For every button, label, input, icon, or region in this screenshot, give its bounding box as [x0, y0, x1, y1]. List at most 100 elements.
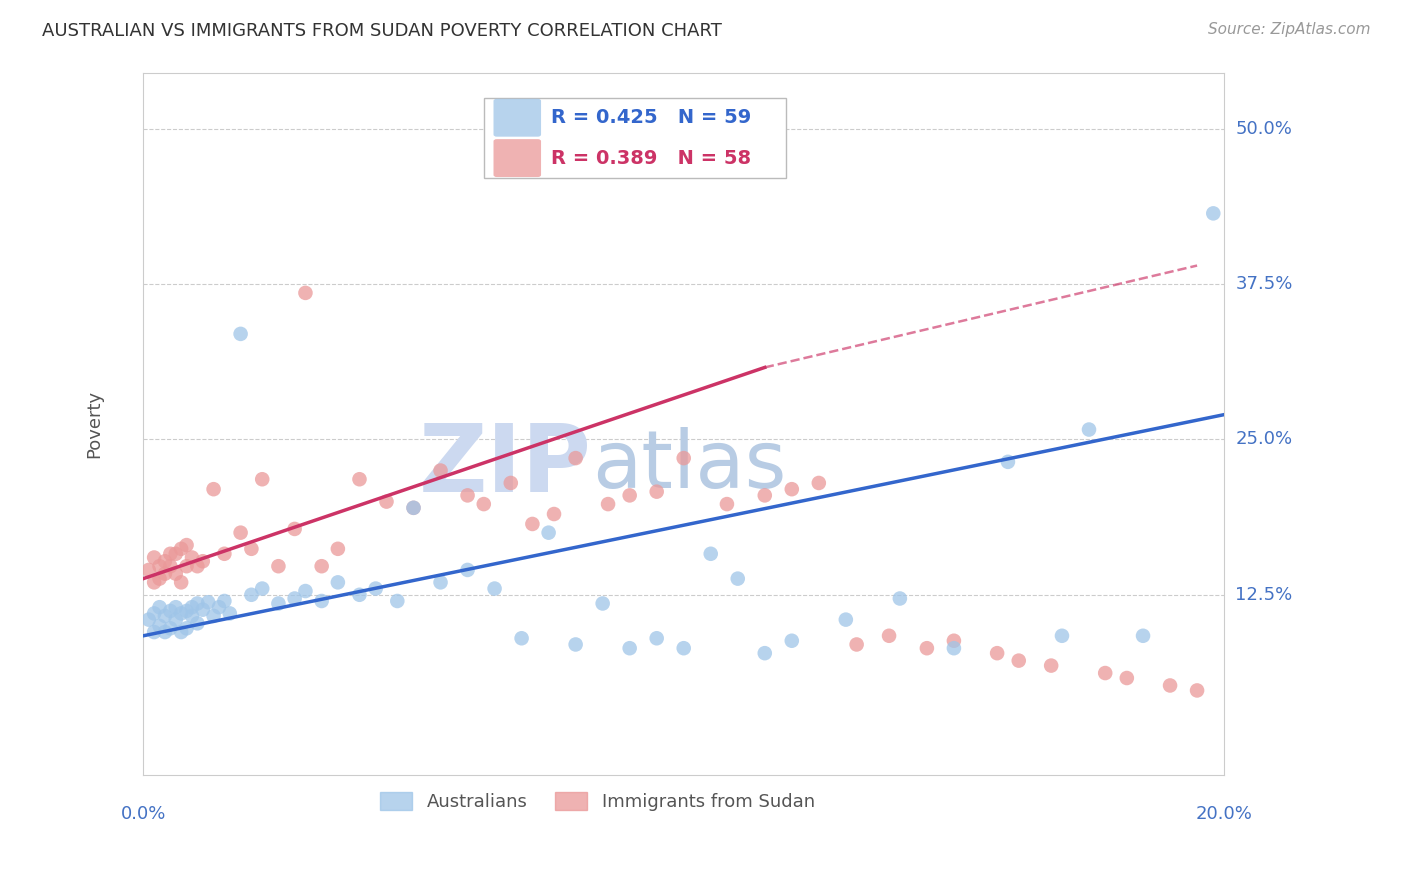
Point: [143, 625, 166, 640]
Point: [240, 588, 263, 602]
Point: [700, 547, 723, 561]
Point: [845, 638, 868, 652]
Point: [181, 600, 204, 615]
Point: [294, 285, 316, 300]
Point: [176, 621, 198, 635]
Point: [326, 575, 349, 590]
Point: [672, 451, 695, 466]
Text: R = 0.389   N = 58: R = 0.389 N = 58: [551, 149, 751, 168]
Point: [148, 600, 170, 615]
Point: [240, 541, 263, 556]
Point: [186, 597, 208, 611]
Point: [1202, 206, 1225, 220]
Point: [780, 633, 803, 648]
Point: [170, 625, 193, 640]
Point: [153, 566, 176, 581]
Point: [284, 591, 307, 606]
Point: [889, 591, 911, 606]
Text: ZIP: ZIP: [419, 420, 592, 512]
Point: [250, 472, 273, 486]
Point: [1050, 629, 1073, 643]
Point: [619, 641, 641, 656]
Point: [537, 525, 560, 540]
Point: [564, 451, 586, 466]
Point: [165, 566, 187, 581]
Text: 20.0%: 20.0%: [1195, 805, 1253, 823]
Point: [727, 572, 749, 586]
Point: [592, 597, 614, 611]
Text: 12.5%: 12.5%: [1236, 586, 1292, 604]
Point: [499, 475, 522, 490]
Point: [165, 613, 187, 627]
Point: [143, 575, 166, 590]
Point: [138, 563, 160, 577]
Point: [176, 559, 198, 574]
Point: [138, 613, 160, 627]
Point: [159, 621, 181, 635]
Point: [457, 563, 479, 577]
Point: [429, 575, 451, 590]
Point: [326, 541, 349, 556]
Point: [208, 600, 231, 615]
Point: [148, 572, 170, 586]
Point: [877, 629, 900, 643]
Legend: Australians, Immigrants from Sudan: Australians, Immigrants from Sudan: [373, 785, 823, 819]
Point: [1008, 654, 1031, 668]
Point: [165, 600, 187, 615]
Point: [311, 559, 333, 574]
FancyBboxPatch shape: [494, 99, 541, 136]
Point: [716, 497, 738, 511]
Point: [214, 547, 236, 561]
Text: atlas: atlas: [592, 427, 786, 505]
Point: [402, 500, 425, 515]
Point: [229, 326, 252, 341]
Text: Poverty: Poverty: [86, 390, 104, 458]
Point: [186, 559, 208, 574]
Text: 0.0%: 0.0%: [121, 805, 166, 823]
Point: [1040, 658, 1063, 673]
Text: 37.5%: 37.5%: [1236, 276, 1292, 293]
Point: [672, 641, 695, 656]
Point: [1132, 629, 1154, 643]
FancyBboxPatch shape: [494, 139, 541, 177]
Point: [202, 608, 225, 623]
Point: [176, 538, 198, 552]
Text: 50.0%: 50.0%: [1236, 120, 1292, 138]
Point: [143, 550, 166, 565]
Point: [1159, 678, 1181, 692]
Point: [387, 594, 409, 608]
Point: [522, 516, 544, 531]
Point: [349, 588, 371, 602]
Point: [311, 594, 333, 608]
Point: [915, 641, 938, 656]
Point: [181, 550, 204, 565]
Point: [349, 472, 371, 486]
Point: [942, 641, 965, 656]
Point: [165, 547, 187, 561]
Point: [364, 582, 387, 596]
Point: [484, 582, 506, 596]
Point: [543, 507, 565, 521]
Point: [250, 582, 273, 596]
Point: [176, 604, 198, 618]
FancyBboxPatch shape: [484, 97, 786, 178]
Point: [181, 608, 204, 623]
Point: [942, 633, 965, 648]
Point: [197, 595, 219, 609]
Point: [754, 646, 776, 660]
Point: [214, 594, 236, 608]
Point: [780, 482, 803, 496]
Point: [170, 575, 193, 590]
Point: [159, 547, 181, 561]
Point: [375, 494, 398, 508]
Point: [218, 607, 240, 621]
Point: [986, 646, 1008, 660]
Point: [148, 619, 170, 633]
Point: [186, 616, 208, 631]
Point: [229, 525, 252, 540]
Point: [267, 597, 290, 611]
Point: [645, 484, 668, 499]
Point: [267, 559, 290, 574]
Point: [153, 625, 176, 640]
Point: [645, 632, 668, 646]
